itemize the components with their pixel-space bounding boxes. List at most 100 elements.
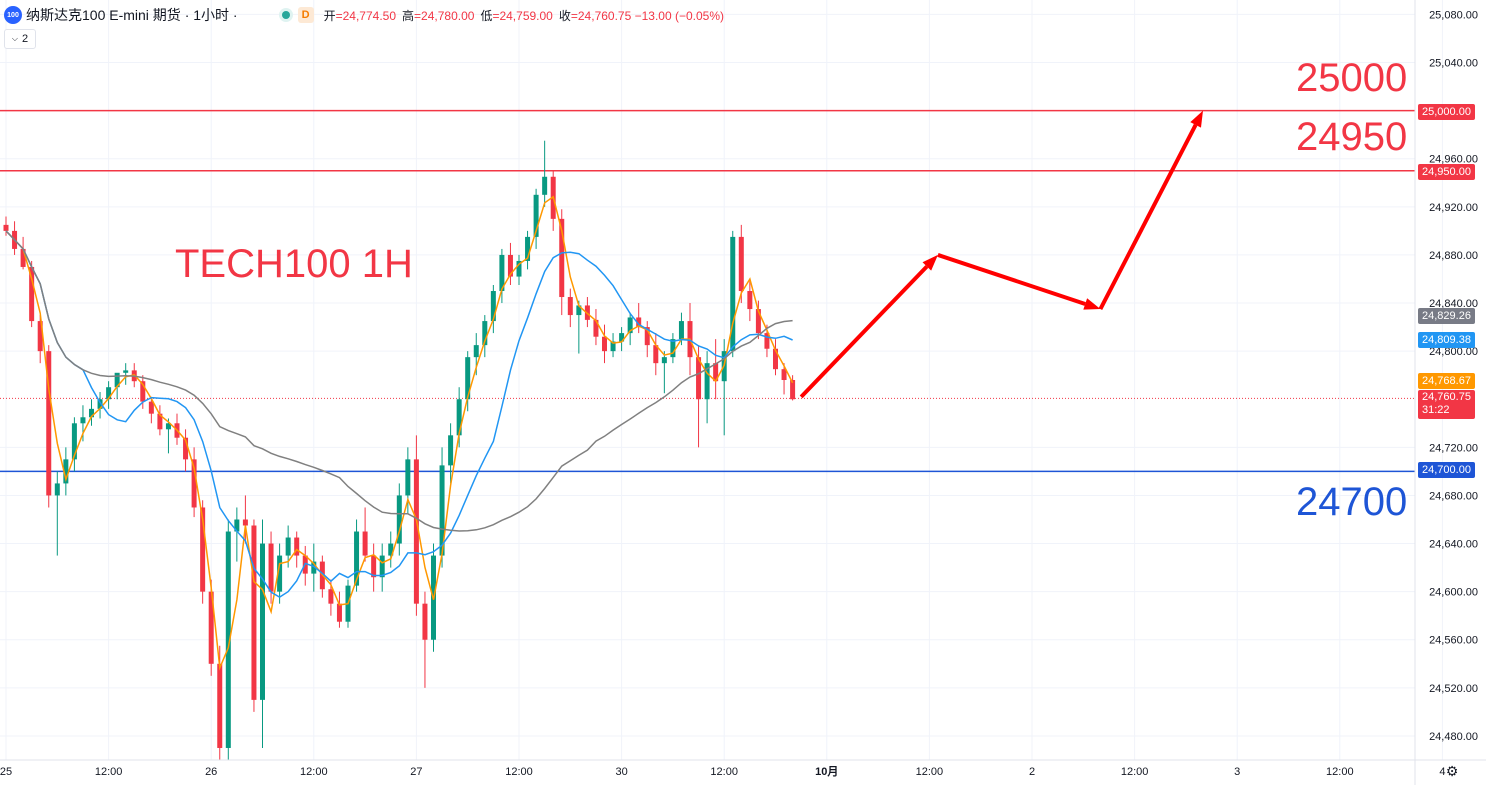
candle-body bbox=[644, 327, 650, 346]
candle-body bbox=[29, 266, 35, 322]
delayed-data-badge[interactable]: D bbox=[297, 7, 314, 23]
y-tick-label: 24,480.00 bbox=[1429, 731, 1478, 743]
candle bbox=[516, 254, 522, 285]
candle bbox=[148, 396, 154, 424]
candle bbox=[790, 375, 796, 401]
x-tick-label: 3 bbox=[1234, 766, 1240, 778]
price-tag-24700[interactable]: 24,700.00 bbox=[1418, 462, 1475, 478]
candle-body bbox=[148, 401, 154, 414]
x-tick-label: 12:00 bbox=[916, 766, 944, 778]
candle bbox=[559, 209, 565, 316]
arrow-shaft bbox=[799, 265, 929, 399]
candle bbox=[413, 435, 419, 616]
candle-body bbox=[413, 459, 419, 604]
candle bbox=[183, 429, 189, 472]
candle-body bbox=[123, 370, 129, 373]
price-axis[interactable]: 25,080.00 25,040.00 24,960.00 24,920.00 24,8… bbox=[1414, 0, 1478, 785]
candle-body bbox=[627, 317, 633, 334]
candle-body bbox=[3, 224, 9, 231]
y-tick-label: 24,600.00 bbox=[1429, 587, 1478, 599]
chart-settings-gear-icon[interactable]: ⚙ bbox=[1445, 762, 1459, 779]
candle bbox=[123, 363, 129, 385]
candle bbox=[106, 381, 112, 409]
x-tick-label: 12:00 bbox=[1326, 766, 1354, 778]
candle-body bbox=[405, 459, 411, 496]
candle bbox=[165, 418, 171, 454]
symbol-title[interactable]: 纳斯达克100 E-mini 期货 · 1小时 · bbox=[26, 7, 238, 23]
ohlc-close: 收=24,760.75 −13.00 (−0.05%) bbox=[558, 8, 724, 23]
candle bbox=[465, 351, 471, 412]
candle bbox=[482, 315, 488, 358]
candle-body bbox=[54, 483, 60, 496]
candle bbox=[71, 417, 77, 472]
y-tick-label: 24,960.00 bbox=[1429, 154, 1478, 166]
moving-average-line bbox=[5, 195, 794, 671]
y-tick-label: 25,040.00 bbox=[1429, 58, 1478, 70]
candle-body bbox=[71, 423, 77, 460]
candle-body bbox=[610, 341, 616, 352]
candle-body bbox=[525, 236, 531, 261]
candle-body bbox=[713, 363, 719, 382]
candle-body bbox=[499, 254, 505, 292]
candle-body bbox=[37, 321, 43, 352]
x-tick-label: 27 bbox=[410, 766, 422, 778]
candle-body bbox=[336, 603, 342, 622]
candle bbox=[507, 242, 513, 285]
candle-body bbox=[354, 531, 360, 586]
ma-slow-price-tag[interactable]: 24,829.26 bbox=[1418, 308, 1475, 324]
candle bbox=[602, 324, 607, 364]
candle-body bbox=[764, 333, 770, 349]
chevron-down-icon: ⌵ bbox=[11, 34, 18, 43]
market-status: D bbox=[276, 7, 314, 23]
candle-body bbox=[473, 345, 479, 358]
candle-body bbox=[225, 531, 231, 748]
projection-arrow bbox=[1098, 110, 1203, 310]
candle-body bbox=[191, 459, 197, 508]
candle bbox=[379, 543, 385, 592]
market-open-dot-icon bbox=[281, 11, 290, 19]
last-price-value: 24,760.75 bbox=[1422, 391, 1471, 403]
candle bbox=[755, 300, 761, 340]
candle bbox=[619, 327, 625, 352]
candle-body bbox=[439, 465, 445, 556]
candle bbox=[311, 543, 317, 592]
arrow-head bbox=[1190, 110, 1203, 128]
level-label-25000: 25000 bbox=[1296, 56, 1408, 100]
candle-body bbox=[89, 408, 94, 418]
candle-body bbox=[294, 537, 300, 556]
candle-body bbox=[388, 543, 394, 556]
chart-header: 100 纳斯达克100 E-mini 期货 · 1小时 · D 开=24,774… bbox=[4, 4, 724, 26]
ohlc-low: 低=24,759.00 bbox=[480, 8, 553, 23]
candle-body bbox=[234, 519, 240, 532]
y-tick-label: 24,640.00 bbox=[1429, 539, 1478, 551]
projection-arrow bbox=[937, 253, 1101, 310]
candle bbox=[730, 230, 736, 358]
candle-body bbox=[773, 348, 778, 370]
candle bbox=[439, 447, 445, 568]
candle bbox=[140, 375, 146, 409]
candle-body bbox=[696, 357, 702, 400]
moving-averages bbox=[5, 195, 794, 671]
legend-toggle-button[interactable]: ⌵ 2 bbox=[4, 29, 36, 49]
candle-body bbox=[285, 537, 291, 556]
candle bbox=[448, 423, 454, 484]
symbol-logo-icon[interactable]: 100 bbox=[4, 6, 22, 24]
candle bbox=[653, 333, 659, 376]
grid-layer bbox=[0, 0, 1443, 760]
candle-body bbox=[20, 248, 26, 267]
candle bbox=[336, 591, 342, 628]
time-axis[interactable]: 25 12:00 26 12:00 27 12:00 30 12:00 10月 12:00 2 12:… bbox=[0, 759, 1486, 778]
ma-mid-price-tag[interactable]: 24,809.38 bbox=[1418, 332, 1475, 348]
level-label-24950: 24950 bbox=[1296, 115, 1408, 159]
price-tag-24950[interactable]: 24,950.00 bbox=[1418, 164, 1475, 180]
candle-body bbox=[755, 309, 761, 334]
ohlc-high: 高=24,780.00 bbox=[402, 8, 475, 23]
candle-body bbox=[63, 459, 69, 484]
candle bbox=[396, 483, 402, 556]
candle-body bbox=[661, 357, 667, 364]
price-tag-25000[interactable]: 25,000.00 bbox=[1418, 104, 1475, 120]
candle bbox=[533, 188, 539, 249]
last-price-tag[interactable]: 24,760.75 31:22 bbox=[1418, 390, 1475, 419]
ma-fast-price-tag[interactable]: 24,768.67 bbox=[1418, 373, 1475, 389]
